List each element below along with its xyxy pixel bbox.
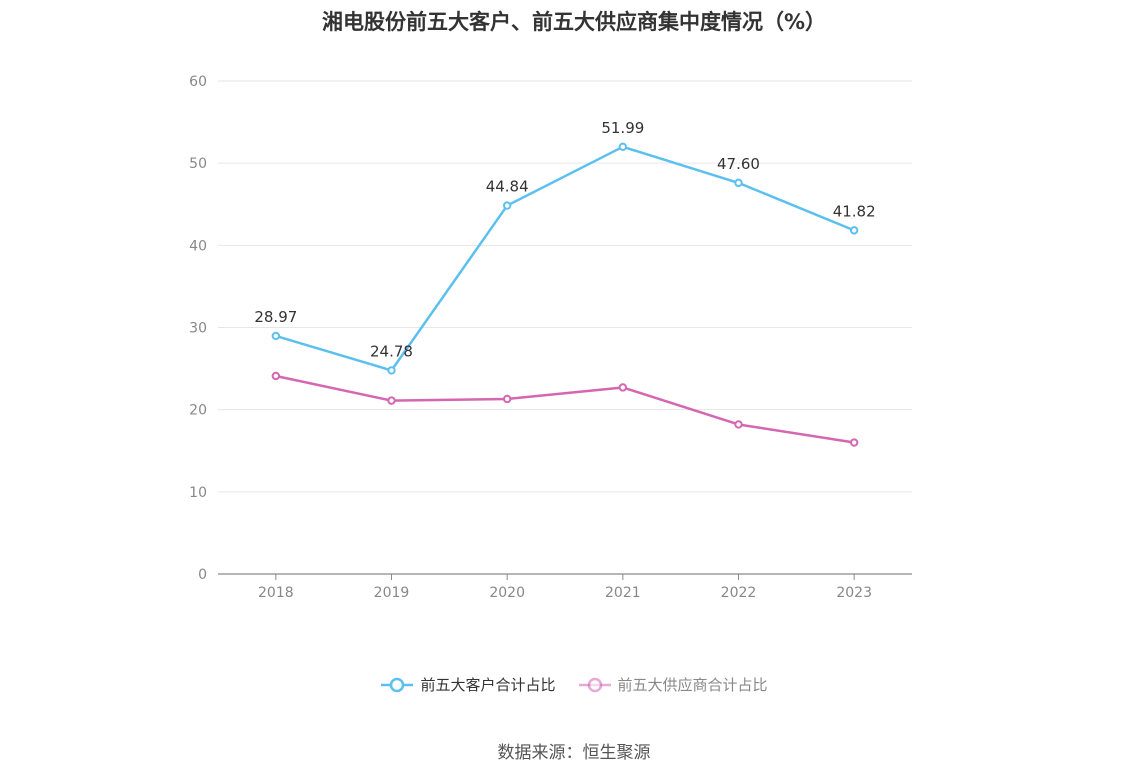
data-point bbox=[387, 396, 396, 405]
x-tick-label: 2022 bbox=[721, 585, 757, 601]
data-label: 47.60 bbox=[717, 155, 760, 173]
y-tick-label: 50 bbox=[189, 156, 207, 172]
legend-label-suppliers: 前五大供应商合计占比 bbox=[617, 676, 768, 694]
x-axis: 2018 2019 2020 2021 2022 2023 bbox=[218, 573, 912, 601]
data-label: 41.82 bbox=[833, 202, 876, 220]
legend-marker-customers bbox=[381, 677, 414, 692]
x-tick-label: 2021 bbox=[605, 585, 641, 601]
x-tick-label: 2020 bbox=[489, 585, 525, 601]
legend-item-customers[interactable]: 前五大客户合计占比 bbox=[380, 674, 556, 695]
legend-label-customers: 前五大客户合计占比 bbox=[420, 676, 556, 694]
data-point bbox=[849, 226, 859, 235]
data-source-note: 数据来源：恒生聚源 bbox=[497, 743, 651, 763]
data-label: 51.99 bbox=[601, 119, 644, 137]
data-label: 44.84 bbox=[486, 178, 529, 196]
legend-marker-suppliers bbox=[578, 677, 611, 692]
y-tick-label: 0 bbox=[198, 567, 207, 583]
chart-title: 湘电股份前五大客户、前五大供应商集中度情况（%） bbox=[321, 10, 827, 34]
data-label: 28.97 bbox=[254, 308, 297, 326]
data-point bbox=[618, 383, 628, 392]
data-label: 24.78 bbox=[370, 342, 413, 360]
series-points bbox=[271, 142, 859, 447]
series-line-0 bbox=[275, 145, 855, 372]
series-line-1 bbox=[275, 374, 855, 444]
data-point bbox=[271, 331, 281, 341]
y-tick-label: 60 bbox=[189, 74, 207, 90]
data-point bbox=[502, 394, 512, 404]
data-labels: 28.97 24.78 44.84 51.99 47.60 41.82 bbox=[254, 119, 875, 361]
data-point bbox=[734, 178, 743, 188]
y-tick-label: 20 bbox=[189, 403, 207, 419]
series-lines bbox=[275, 145, 855, 444]
data-point bbox=[849, 438, 859, 447]
legend-item-suppliers[interactable]: 前五大供应商合计占比 bbox=[578, 674, 768, 695]
data-point bbox=[734, 420, 743, 429]
grid-lines bbox=[218, 80, 912, 493]
data-point bbox=[502, 201, 512, 210]
data-point bbox=[387, 366, 396, 375]
y-axis-ticks: 0 10 20 30 40 50 60 bbox=[189, 74, 207, 583]
y-tick-label: 30 bbox=[189, 321, 207, 337]
x-tick-label: 2019 bbox=[374, 585, 410, 601]
data-point bbox=[271, 371, 281, 381]
x-tick-label: 2023 bbox=[836, 585, 872, 601]
y-tick-label: 40 bbox=[189, 238, 207, 254]
x-tick-label: 2018 bbox=[258, 585, 294, 601]
y-tick-label: 10 bbox=[189, 485, 207, 501]
legend: 前五大客户合计占比 前五大供应商合计占比 bbox=[0, 674, 1148, 695]
data-point bbox=[618, 142, 628, 152]
